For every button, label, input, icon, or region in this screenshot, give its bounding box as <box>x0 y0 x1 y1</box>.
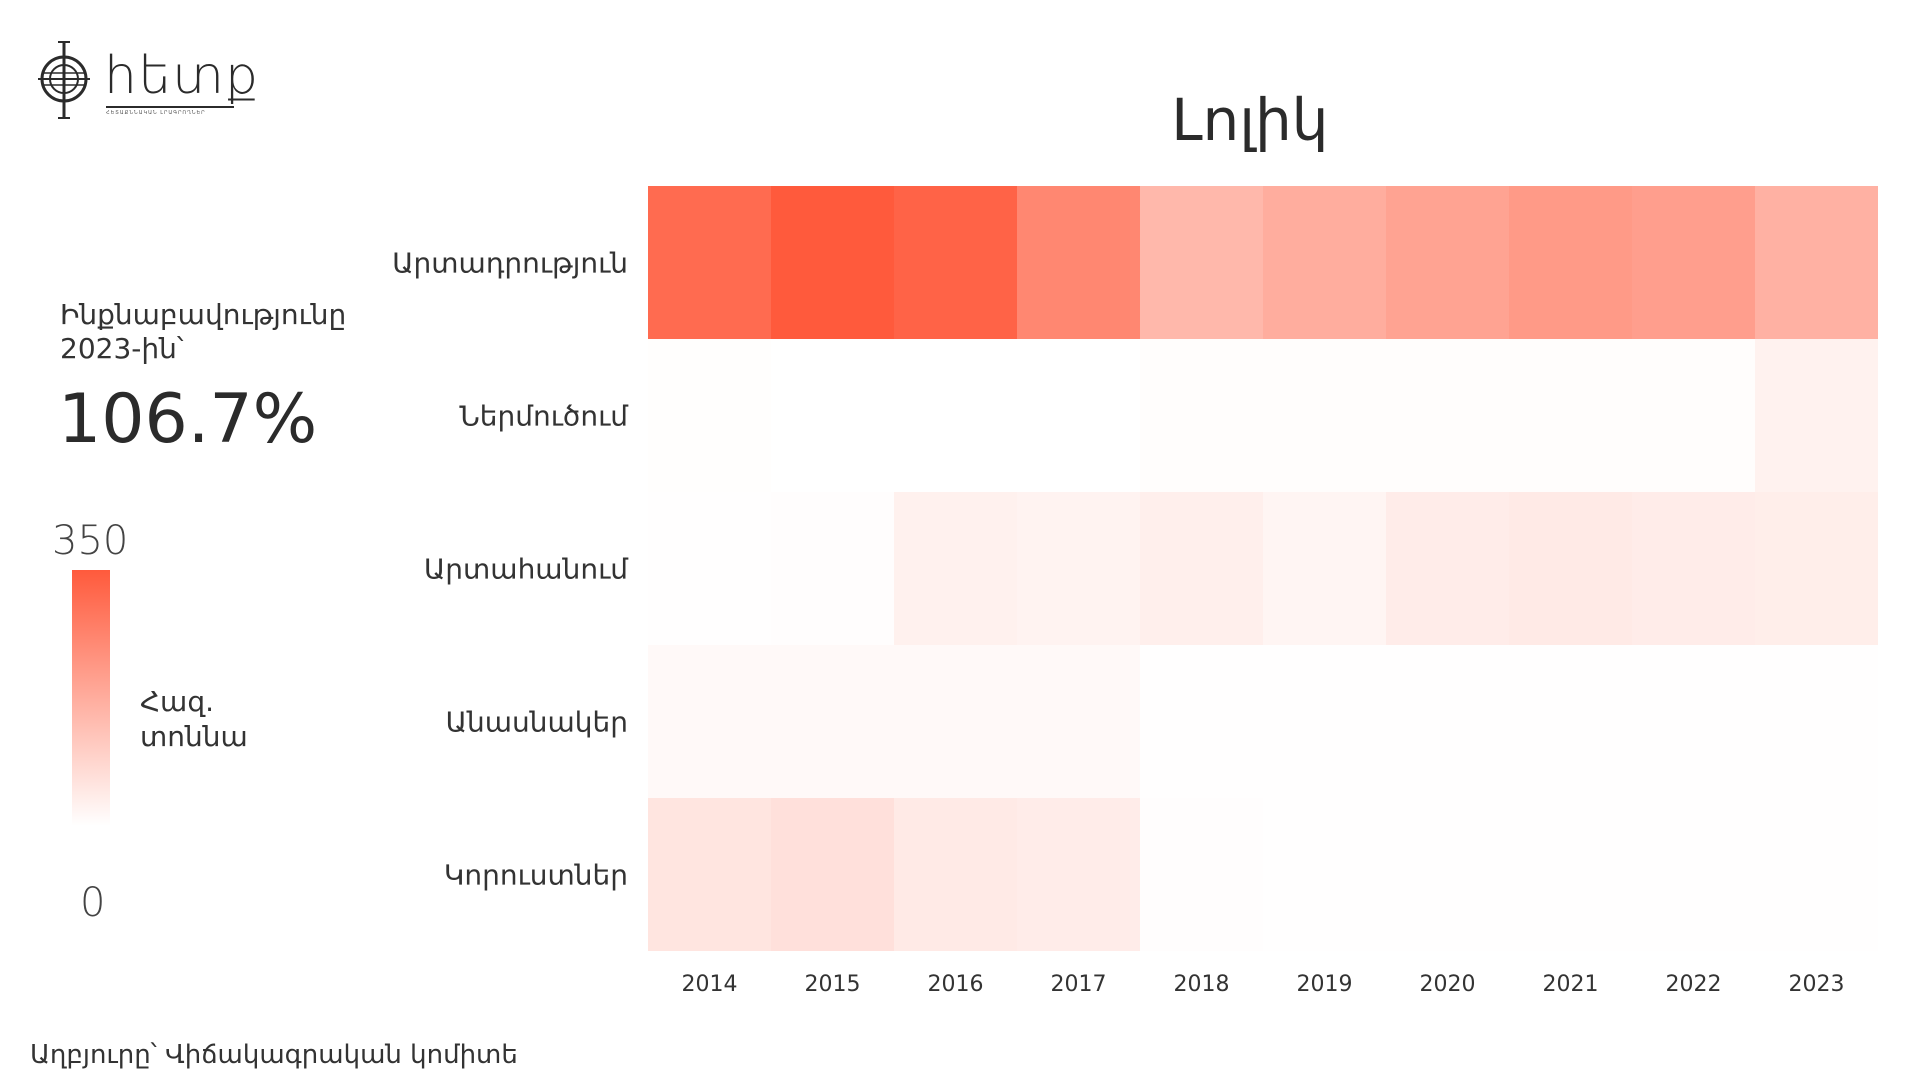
column-label: 2022 <box>1666 972 1722 997</box>
heatmap-cell <box>1017 186 1140 339</box>
column-label: 2023 <box>1789 972 1845 997</box>
heatmap-cell <box>1386 186 1509 339</box>
heatmap-cell <box>1509 339 1632 492</box>
heatmap-cell <box>1263 186 1386 339</box>
heatmap-cell <box>1386 339 1509 492</box>
heatmap-cell <box>1140 186 1263 339</box>
heatmap-cell <box>648 645 771 798</box>
heatmap-cell <box>1509 492 1632 645</box>
column-label: 2017 <box>1051 972 1107 997</box>
heatmap-cell <box>1017 645 1140 798</box>
heatmap-cell <box>1386 645 1509 798</box>
heatmap-cell <box>1140 798 1263 951</box>
heatmap-cell <box>894 186 1017 339</box>
column-label: 2016 <box>928 972 984 997</box>
brand-name: հետք <box>104 46 260 106</box>
heatmap-cell <box>1632 645 1755 798</box>
source-note: Աղբյուրը՝ Վիճակագրական կոմիտե <box>30 1040 518 1070</box>
brand-tagline: ՀԵՏԱՔՆՆԱԿԱՆ ԼՐԱԳՐՈՂՆԵՐ <box>106 110 206 116</box>
heatmap-cell <box>648 798 771 951</box>
heatmap-cell <box>894 645 1017 798</box>
heatmap-cell <box>1140 492 1263 645</box>
heatmap-cell <box>894 339 1017 492</box>
heatmap-cell <box>771 186 894 339</box>
heatmap-cell <box>771 798 894 951</box>
row-label: Անասնակեր <box>446 706 628 739</box>
kpi-value: 106.7% <box>58 380 318 459</box>
heatmap-cell <box>1140 339 1263 492</box>
row-label: Արտադրություն <box>392 247 628 280</box>
heatmap-cell <box>1386 798 1509 951</box>
column-label: 2019 <box>1297 972 1353 997</box>
column-label: 2021 <box>1543 972 1599 997</box>
heatmap-cell <box>1755 186 1878 339</box>
heatmap-cell <box>1632 492 1755 645</box>
heatmap-cell <box>648 492 771 645</box>
heatmap-cell <box>1017 339 1140 492</box>
column-label: 2018 <box>1174 972 1230 997</box>
heatmap-cell <box>1263 339 1386 492</box>
heatmap-cell <box>771 645 894 798</box>
scale-min-label: 0 <box>80 880 106 926</box>
heatmap-cell <box>1632 186 1755 339</box>
row-label: Կորուստներ <box>444 859 628 892</box>
heatmap-cell <box>1755 492 1878 645</box>
brand-logo: հետք ՀԵՏԱՔՆՆԱԿԱՆ ԼՐԱԳՐՈՂՆԵՐ <box>38 38 259 126</box>
column-label: 2015 <box>805 972 861 997</box>
heatmap-cell <box>1263 645 1386 798</box>
column-label: 2014 <box>682 972 738 997</box>
crosshair-icon <box>38 41 90 119</box>
heatmap-cell <box>648 186 771 339</box>
heatmap-cell <box>648 339 771 492</box>
heatmap-cell <box>1263 798 1386 951</box>
scale-max-label: 350 <box>52 518 129 564</box>
heatmap-cell <box>1509 186 1632 339</box>
brand-underline <box>106 106 234 108</box>
heatmap-cell <box>1263 492 1386 645</box>
heatmap-cell <box>1386 492 1509 645</box>
heatmap-cell <box>894 492 1017 645</box>
heatmap-chart: Արտադրություն Ներմուծում Արտահանում Անասնակ… <box>392 186 1878 997</box>
heatmap-cell <box>1755 339 1878 492</box>
heatmap-cell <box>1509 645 1632 798</box>
heatmap-cell <box>1017 492 1140 645</box>
heatmap-cell <box>894 798 1017 951</box>
heatmap-cell <box>1632 798 1755 951</box>
heatmap-cell <box>1509 798 1632 951</box>
kpi-label: Ինքնաբավությունը 2023-ին՝ <box>60 298 347 365</box>
heatmap-cell <box>1755 798 1878 951</box>
heatmap-cell <box>771 339 894 492</box>
color-scale-bar <box>72 570 110 826</box>
heatmap-cell <box>1632 339 1755 492</box>
heatmap-cell <box>771 492 894 645</box>
row-label: Ներմուծում <box>459 400 629 433</box>
column-label: 2020 <box>1420 972 1476 997</box>
unit-label: Հազ. տոննա <box>140 685 248 753</box>
chart-title: Լոլիկ <box>1171 86 1329 154</box>
row-label: Արտահանում <box>424 553 629 586</box>
heatmap-cell <box>1140 645 1263 798</box>
heatmap-cell <box>1017 798 1140 951</box>
heatmap-cell <box>1755 645 1878 798</box>
